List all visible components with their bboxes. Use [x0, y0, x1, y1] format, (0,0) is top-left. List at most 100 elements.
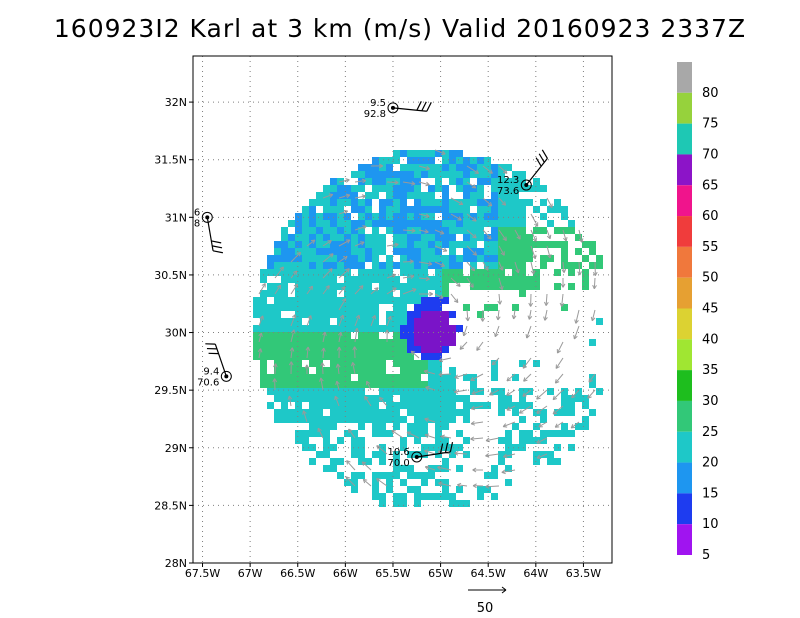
radar-cell	[323, 248, 330, 255]
wind-vector	[498, 293, 501, 305]
radar-cell	[505, 430, 512, 437]
wind-vector-head	[376, 478, 379, 483]
radar-cell	[337, 367, 344, 374]
radar-cell	[526, 283, 533, 290]
radar-cell	[323, 213, 330, 220]
wind-vector	[321, 362, 324, 375]
wind-vector-head	[562, 283, 566, 288]
wind-vector	[290, 252, 301, 263]
wind-vector	[466, 245, 477, 256]
radar-cell	[407, 451, 414, 458]
radar-cell	[288, 304, 295, 311]
colorbar-segment	[677, 216, 692, 247]
radar-cell	[463, 227, 470, 234]
station-marker-dot	[524, 183, 529, 188]
wind-barb-flag	[444, 442, 449, 453]
wind-vector-head	[559, 302, 563, 307]
colorbar-label: 70	[702, 147, 719, 162]
radar-cell	[505, 213, 512, 220]
radar-cell	[330, 290, 337, 297]
radar-cell	[491, 213, 498, 220]
radar-cell	[267, 318, 274, 325]
radar-cell	[379, 262, 386, 269]
wind-vector	[578, 261, 581, 276]
radar-cell	[309, 374, 316, 381]
radar-cell	[407, 178, 414, 185]
radar-cell	[288, 276, 295, 283]
radar-cell	[393, 262, 400, 269]
radar-cell	[442, 332, 449, 339]
radar-cell	[463, 255, 470, 262]
wind-vector-head	[552, 410, 556, 415]
radar-cell	[533, 423, 540, 430]
colorbar-segment	[677, 92, 692, 124]
wind-vector-head	[457, 484, 461, 488]
radar-cell	[498, 206, 505, 213]
wind-vector	[302, 410, 308, 423]
radar-cell	[407, 311, 414, 318]
wind-vector-head	[454, 450, 459, 454]
radar-cell	[505, 241, 512, 248]
wind-vector	[546, 229, 551, 239]
radar-cell	[386, 381, 393, 388]
radar-cell	[358, 416, 365, 423]
radar-cell	[316, 283, 323, 290]
radar-cell	[344, 241, 351, 248]
wind-vector	[546, 197, 553, 208]
radar-cell	[379, 416, 386, 423]
radar-cell	[372, 185, 379, 192]
radar-cell	[575, 388, 582, 395]
wind-vector-head	[293, 283, 298, 287]
radar-cell	[519, 269, 526, 276]
radar-cell	[533, 451, 540, 458]
wind-vector-head	[441, 230, 445, 234]
radar-cell	[407, 185, 414, 192]
radar-cell	[456, 269, 463, 276]
radar-cell	[330, 388, 337, 395]
radar-cell	[512, 269, 519, 276]
wind-vector-head	[259, 315, 264, 319]
radar-cell	[505, 220, 512, 227]
radar-cell	[393, 213, 400, 220]
radar-cell	[407, 213, 414, 220]
radar-cell	[470, 199, 477, 206]
radar-cell	[316, 374, 323, 381]
radar-cell	[351, 430, 358, 437]
radar-cell	[393, 472, 400, 479]
radar-cell	[568, 430, 575, 437]
wind-vector-head	[570, 424, 574, 429]
radar-cell	[386, 346, 393, 353]
wind-vector	[402, 260, 414, 263]
radar-cell	[358, 213, 365, 220]
radar-cell	[400, 395, 407, 402]
radar-cell	[302, 444, 309, 451]
wind-vector-head	[346, 194, 351, 199]
wind-vector-head	[474, 233, 477, 239]
wind-vector	[438, 482, 452, 487]
wind-vector	[338, 332, 342, 343]
wind-vector-head	[557, 350, 562, 354]
wind-barb	[525, 158, 548, 186]
radar-cell	[596, 255, 603, 262]
radar-cell	[344, 381, 351, 388]
vector-key-head	[501, 586, 507, 591]
radar-cell	[421, 339, 428, 346]
radar-cell	[358, 381, 365, 388]
radar-cell	[267, 388, 274, 395]
colorbar-segment	[677, 400, 692, 432]
radar-cell	[288, 297, 295, 304]
radar-cell	[442, 374, 449, 381]
radar-cell	[414, 255, 421, 262]
radar-cell	[421, 304, 428, 311]
radar-cell	[400, 318, 407, 325]
wind-vector	[258, 348, 262, 359]
wind-vector-head	[411, 230, 416, 233]
radar-cell	[295, 304, 302, 311]
radar-cell	[400, 234, 407, 241]
radar-cell	[281, 374, 288, 381]
radar-cell	[421, 171, 428, 178]
wind-vector-head	[337, 331, 342, 336]
radar-cell	[456, 178, 463, 185]
radar-cell	[498, 227, 505, 234]
radar-cell	[393, 409, 400, 416]
